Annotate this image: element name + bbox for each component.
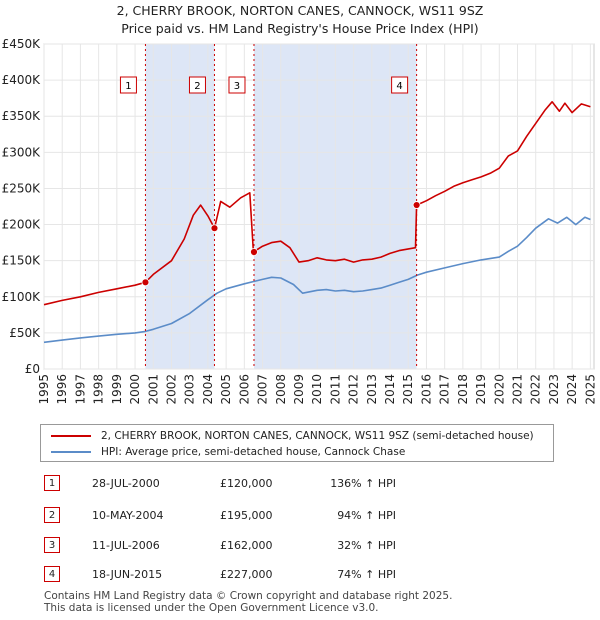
sale-date: 18-JUN-2015 xyxy=(92,568,163,581)
y-tick-label: £150K xyxy=(2,254,42,268)
sale-marker-box-3 xyxy=(228,76,246,94)
x-tick-label: 2001 xyxy=(146,374,160,405)
x-tick-label: 2021 xyxy=(511,374,525,405)
sale-price: £195,000 xyxy=(220,509,273,522)
sale-badge: 4 xyxy=(44,566,60,582)
x-tick-label: 2017 xyxy=(438,374,452,405)
legend-label-hpi: HPI: Average price, semi-detached house,… xyxy=(101,446,406,458)
x-tick-label: 2024 xyxy=(565,374,579,405)
y-tick-label: £350K xyxy=(2,109,42,123)
x-tick-label: 2005 xyxy=(219,374,233,405)
y-tick-label: £0 xyxy=(25,362,40,376)
legend-item-property: 2, CHERRY BROOK, NORTON CANES, CANNOCK, … xyxy=(51,428,534,444)
y-tick-label: £300K xyxy=(2,145,42,159)
y-tick-label: £400K xyxy=(2,73,42,87)
footer: Contains HM Land Registry data © Crown c… xyxy=(44,590,452,614)
sale-hpi-change: 32% ↑ HPI xyxy=(337,539,396,552)
x-tick-label: 2022 xyxy=(529,374,543,405)
x-tick-label: 2018 xyxy=(456,374,470,405)
x-tick-label: 2019 xyxy=(474,374,488,405)
x-tick-label: 2003 xyxy=(183,374,197,405)
sale-marker-label-2: 2 xyxy=(194,81,200,92)
price-chart: 2, CHERRY BROOK, NORTON CANES, CANNOCK, … xyxy=(2,3,598,405)
x-tick-label: 2023 xyxy=(547,374,561,405)
y-tick-label: £200K xyxy=(2,218,42,232)
sale-badge: 1 xyxy=(44,475,60,491)
sale-date: 10-MAY-2004 xyxy=(92,509,164,522)
x-tick-label: 2008 xyxy=(274,374,288,405)
sale-marker-box-1 xyxy=(119,76,137,94)
y-tick-label: £50K xyxy=(9,326,41,340)
legend-item-hpi: HPI: Average price, semi-detached house,… xyxy=(51,444,405,460)
x-tick-label: 1998 xyxy=(92,374,106,405)
x-tick-label: 2011 xyxy=(328,374,342,405)
legend-swatch-property xyxy=(51,435,91,437)
sale-marker-box-2 xyxy=(188,76,206,94)
x-tick-label: 2010 xyxy=(310,374,324,405)
sale-point-4 xyxy=(412,201,421,209)
sale-price: £162,000 xyxy=(220,539,273,552)
x-tick-label: 2009 xyxy=(292,374,306,405)
property-price-line xyxy=(43,101,591,306)
x-tick-label: 1996 xyxy=(55,374,69,405)
legend: 2, CHERRY BROOK, NORTON CANES, CANNOCK, … xyxy=(40,424,554,462)
y-tick-label: £100K xyxy=(2,290,42,304)
sale-marker-box-4 xyxy=(391,76,409,94)
y-tick-label: £450K xyxy=(2,37,42,51)
sale-hpi-change: 136% ↑ HPI xyxy=(330,477,396,490)
chart-subtitle: Price paid vs. HM Land Registry's House … xyxy=(121,21,478,36)
sale-row-2: 2 10-MAY-2004 £195,000 94% ↑ HPI xyxy=(44,507,564,527)
x-tick-label: 2012 xyxy=(347,374,361,405)
x-tick-label: 2013 xyxy=(365,374,379,405)
chart-title: 2, CHERRY BROOK, NORTON CANES, CANNOCK, … xyxy=(117,3,484,18)
x-tick-label: 1997 xyxy=(73,374,87,405)
footer-copyright: Contains HM Land Registry data © Crown c… xyxy=(44,590,453,602)
sale-badge: 2 xyxy=(44,507,60,523)
x-tick-label: 2006 xyxy=(237,374,251,405)
sale-row-1: 1 28-JUL-2000 £120,000 136% ↑ HPI xyxy=(44,475,564,495)
sale-price: £120,000 xyxy=(220,477,273,490)
sale-marker-label-3: 3 xyxy=(234,81,240,92)
sale-row-4: 4 18-JUN-2015 £227,000 74% ↑ HPI xyxy=(44,566,564,586)
x-tick-label: 2015 xyxy=(401,374,415,405)
sale-marker-label-4: 4 xyxy=(396,81,402,92)
hpi-line xyxy=(43,216,591,344)
y-tick-label: £250K xyxy=(2,181,42,195)
sale-date: 28-JUL-2000 xyxy=(92,477,160,490)
sale-marker-label-1: 1 xyxy=(125,81,131,92)
x-tick-label: 2000 xyxy=(128,374,142,405)
x-tick-label: 2004 xyxy=(201,374,215,405)
x-tick-label: 2014 xyxy=(383,374,397,405)
x-tick-label: 2016 xyxy=(419,374,433,405)
sale-point-2 xyxy=(210,224,219,233)
footer-licence: This data is licensed under the Open Gov… xyxy=(44,602,379,614)
shaded-period-1 xyxy=(145,44,215,369)
x-tick-label: 1995 xyxy=(37,374,51,405)
sale-point-1 xyxy=(141,278,150,287)
legend-label-property: 2, CHERRY BROOK, NORTON CANES, CANNOCK, … xyxy=(101,430,534,442)
legend-swatch-hpi xyxy=(51,451,91,453)
sale-date: 11-JUL-2006 xyxy=(92,539,160,552)
x-tick-label: 2002 xyxy=(164,374,178,405)
sale-price: £227,000 xyxy=(220,568,273,581)
sale-row-3: 3 11-JUL-2006 £162,000 32% ↑ HPI xyxy=(44,537,564,557)
x-tick-label: 1999 xyxy=(110,374,124,405)
sale-hpi-change: 74% ↑ HPI xyxy=(337,568,396,581)
x-tick-label: 2007 xyxy=(256,374,270,405)
x-tick-label: 2020 xyxy=(492,374,506,405)
sale-hpi-change: 94% ↑ HPI xyxy=(337,509,396,522)
sale-point-3 xyxy=(250,248,258,256)
sale-badge: 3 xyxy=(44,537,60,553)
x-tick-label: 2025 xyxy=(583,374,597,405)
